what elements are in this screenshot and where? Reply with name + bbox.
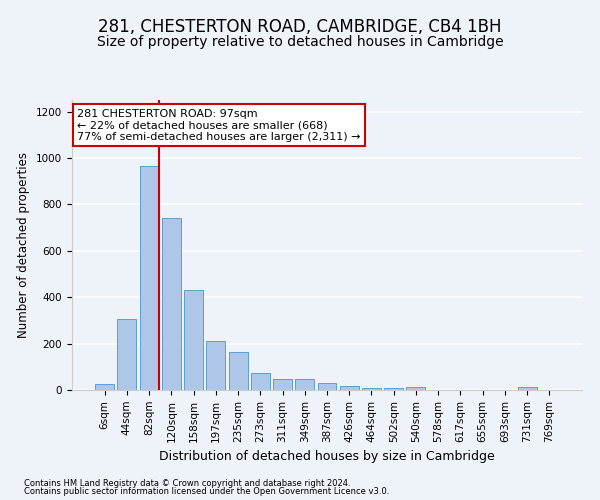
Bar [362, 388, 381, 390]
Bar [273, 379, 292, 390]
Text: Contains public sector information licensed under the Open Government Licence v3: Contains public sector information licen… [24, 487, 389, 496]
Text: 281 CHESTERTON ROAD: 97sqm
← 22% of detached houses are smaller (668)
77% of sem: 281 CHESTERTON ROAD: 97sqm ← 22% of deta… [77, 108, 361, 142]
Bar [118, 319, 136, 390]
X-axis label: Distribution of detached houses by size in Cambridge: Distribution of detached houses by size … [159, 450, 495, 463]
Bar [384, 388, 403, 390]
Bar [295, 379, 314, 390]
Bar [140, 166, 158, 390]
Bar [229, 352, 248, 390]
Bar [184, 290, 203, 390]
Text: 281, CHESTERTON ROAD, CAMBRIDGE, CB4 1BH: 281, CHESTERTON ROAD, CAMBRIDGE, CB4 1BH [98, 18, 502, 36]
Bar [206, 342, 225, 390]
Bar [251, 372, 270, 390]
Bar [162, 218, 181, 390]
Text: Contains HM Land Registry data © Crown copyright and database right 2024.: Contains HM Land Registry data © Crown c… [24, 478, 350, 488]
Bar [406, 387, 425, 390]
Bar [317, 383, 337, 390]
Bar [518, 387, 536, 390]
Text: Size of property relative to detached houses in Cambridge: Size of property relative to detached ho… [97, 35, 503, 49]
Bar [340, 386, 359, 390]
Y-axis label: Number of detached properties: Number of detached properties [17, 152, 31, 338]
Bar [95, 384, 114, 390]
